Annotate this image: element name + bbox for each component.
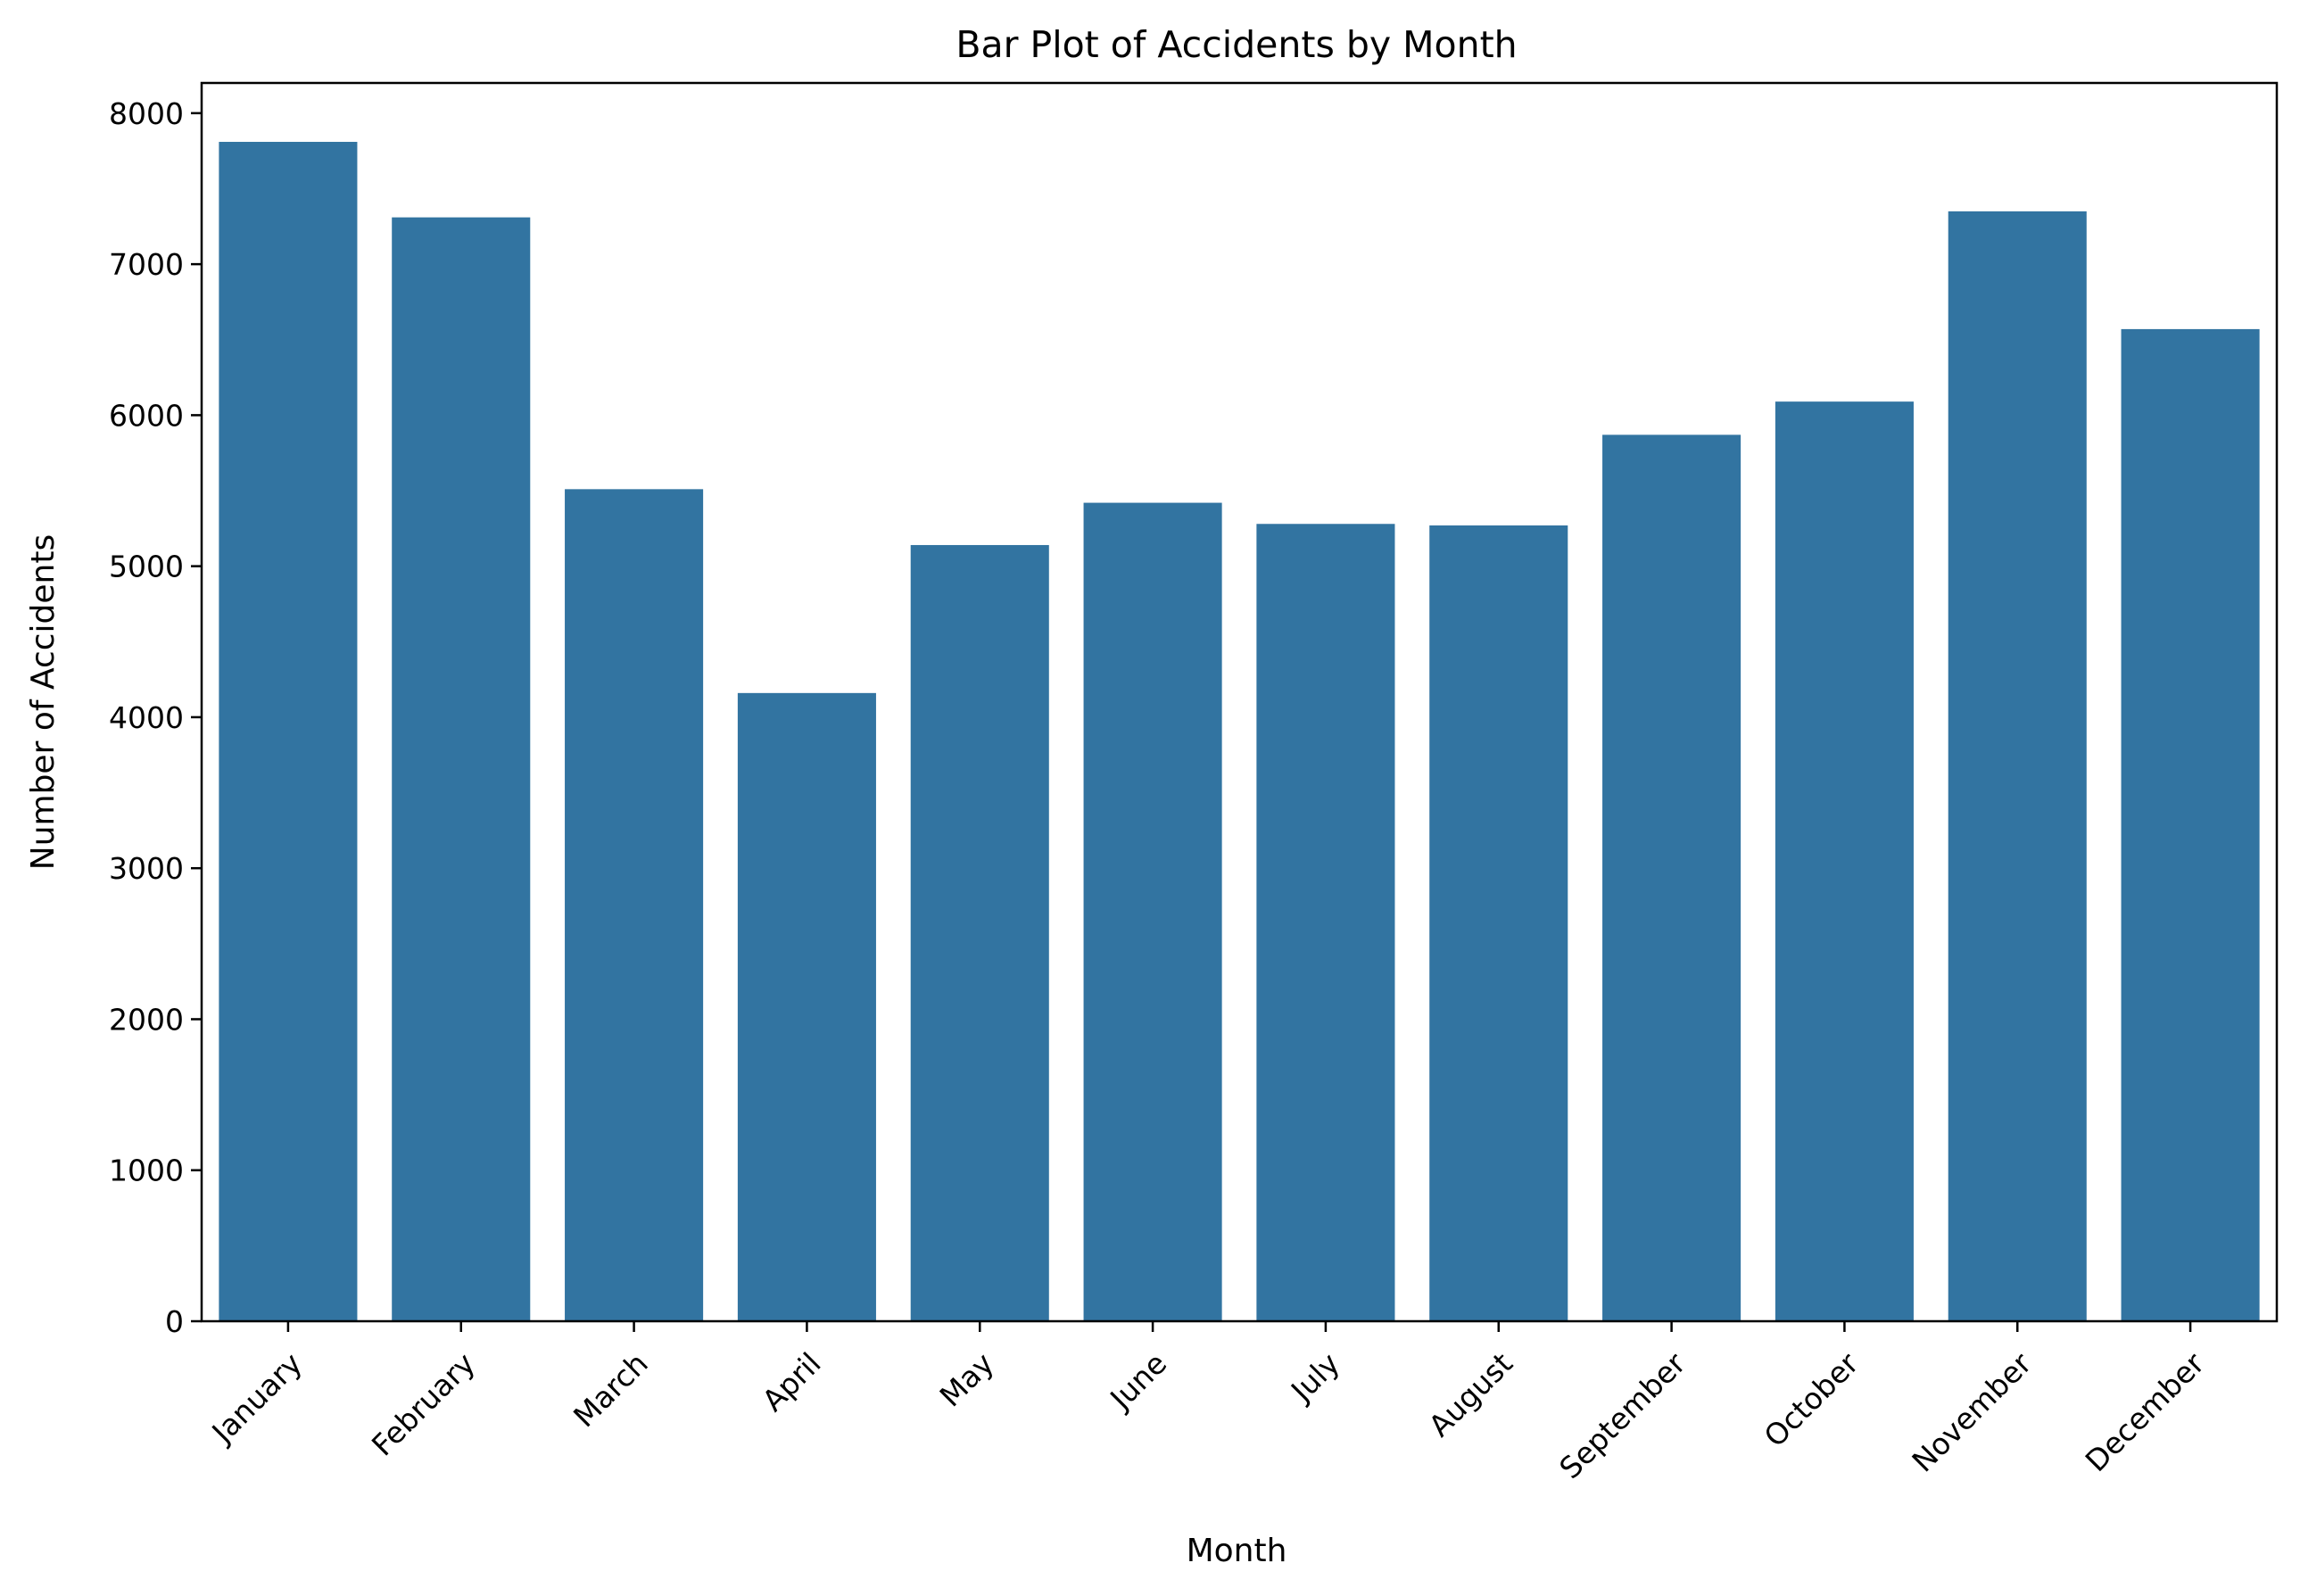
bars <box>219 142 2260 1321</box>
y-tick-label: 7000 <box>109 247 184 282</box>
y-axis-label: Number of Accidents <box>25 534 62 870</box>
bar-september <box>1602 434 1742 1321</box>
y-axis: 0 1000 2000 3000 4000 5000 6000 7000 8000 <box>109 96 202 1339</box>
bar-january <box>219 142 358 1321</box>
bar-november <box>1948 211 2087 1321</box>
x-tick-label-april: April <box>756 1346 828 1418</box>
x-tick-label-may: May <box>933 1346 1001 1414</box>
y-tick-label: 1000 <box>109 1154 184 1188</box>
y-tick-label: 2000 <box>109 1002 184 1037</box>
x-tick-label-september: September <box>1552 1345 1692 1485</box>
bar-july <box>1256 524 1395 1321</box>
plot-frame <box>200 81 2279 1323</box>
bar-june <box>1083 502 1222 1321</box>
bar-october <box>1775 401 1914 1321</box>
x-tick-label-december: December <box>2079 1345 2212 1478</box>
y-tick-label: 3000 <box>109 851 184 886</box>
y-tick-label: 6000 <box>109 398 184 433</box>
bar-april <box>737 692 876 1321</box>
y-tick-label: 4000 <box>109 700 184 735</box>
bar-february <box>392 217 531 1321</box>
x-tick-label-june: June <box>1102 1346 1173 1418</box>
x-tick-label-january: January <box>204 1346 309 1451</box>
x-tick-label-february: February <box>365 1346 482 1463</box>
x-axis-label: Month <box>1187 1533 1287 1569</box>
x-tick-label-march: March <box>567 1346 655 1435</box>
x-tick-label-november: November <box>1905 1345 2038 1478</box>
y-tick-label: 8000 <box>109 96 184 131</box>
y-tick-label: 0 <box>165 1304 184 1339</box>
bar-may <box>910 544 1049 1321</box>
bar-august <box>1429 525 1568 1321</box>
chart-title: Bar Plot of Accidents by Month <box>956 23 1517 66</box>
y-tick-label: 5000 <box>109 550 184 584</box>
x-tick-label-august: August <box>1422 1346 1519 1443</box>
x-tick-label-october: October <box>1758 1345 1866 1453</box>
x-tick-label-july: July <box>1283 1346 1346 1410</box>
bar-december <box>2121 328 2260 1321</box>
bar-march <box>565 489 704 1321</box>
x-axis: January February March April May June July Augu… <box>204 1321 2212 1485</box>
